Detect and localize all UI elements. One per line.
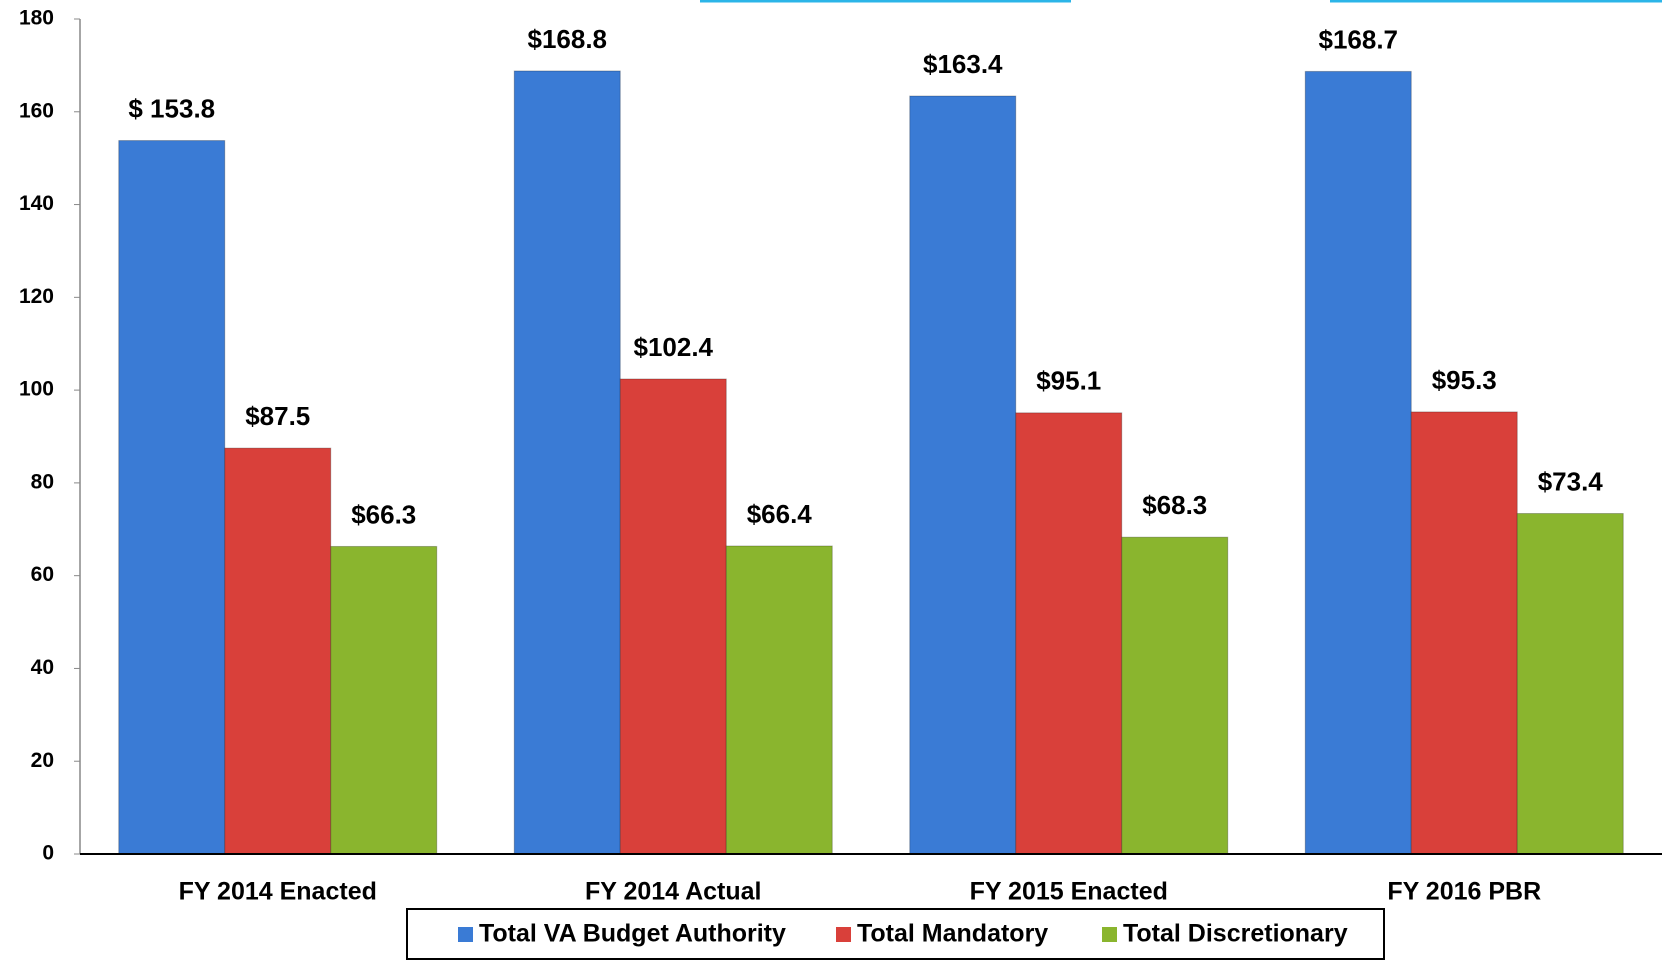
bar [513,70,621,855]
value-label: $ 153.8 [128,93,215,123]
x-tick-label: FY 2014 Enacted [179,878,377,906]
bar [619,378,727,855]
value-label: $87.5 [245,401,310,431]
legend-label: Total Discretionary [1123,920,1348,948]
legend-label: Total VA Budget Authority [479,920,786,948]
value-label: $66.3 [351,499,416,529]
y-tick-label: 180 [19,7,54,30]
value-label: $102.4 [633,332,713,362]
y-tick-label: 100 [19,378,54,401]
bar [909,95,1017,855]
value-label: $68.3 [1142,490,1207,520]
y-tick-label: 60 [31,563,54,586]
bar [1015,412,1123,855]
legend-box [406,908,1385,960]
bar [1121,536,1229,855]
bar [118,140,226,855]
y-tick-label: 0 [42,842,54,865]
y-tick-label: 160 [19,99,54,122]
legend-swatch [836,927,851,942]
value-label: $163.4 [923,49,1003,79]
bar [1516,513,1624,855]
value-label: $168.8 [527,24,607,54]
value-label: $95.1 [1036,366,1101,396]
y-tick-label: 80 [31,470,54,493]
legend-label: Total Mandatory [857,920,1048,948]
bar [1304,70,1412,855]
x-tick-label: FY 2016 PBR [1387,878,1541,906]
legend-swatch [1102,927,1117,942]
bar [1410,411,1518,855]
x-tick-label: FY 2014 Actual [585,878,761,906]
value-label: $66.4 [747,499,813,529]
y-tick-label: 40 [31,656,54,679]
y-tick-label: 120 [19,285,54,308]
legend-swatch [458,927,473,942]
y-tick-label: 20 [31,749,54,772]
value-label: $95.3 [1432,365,1497,395]
bar [330,545,438,855]
x-tick-label: FY 2015 Enacted [970,878,1168,906]
value-label: $168.7 [1318,24,1398,54]
y-tick-label: 140 [19,192,54,215]
value-label: $73.4 [1538,466,1604,496]
bar [224,447,332,855]
bar [725,545,833,855]
